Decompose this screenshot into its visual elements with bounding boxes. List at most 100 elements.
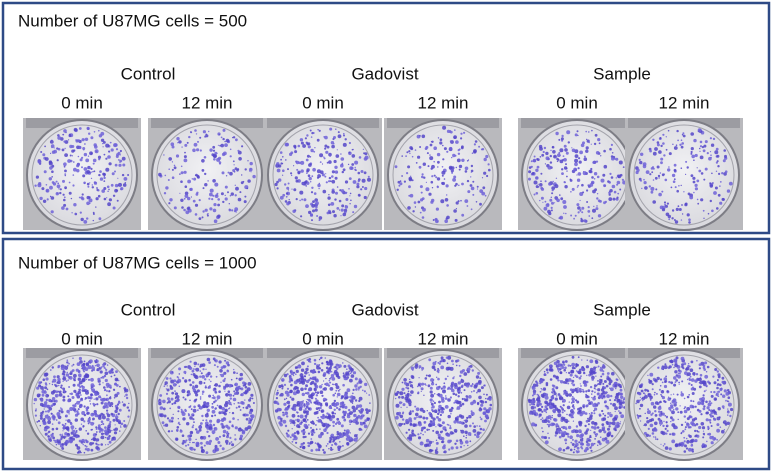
colony — [324, 135, 328, 140]
colony — [540, 418, 542, 421]
colony — [460, 146, 464, 150]
colony — [671, 406, 674, 409]
colony — [94, 439, 96, 441]
colony — [286, 186, 290, 190]
colony — [220, 192, 224, 196]
colony — [361, 186, 364, 188]
colony — [213, 158, 216, 161]
colony — [583, 371, 586, 375]
colony — [659, 424, 662, 427]
colony — [549, 399, 553, 402]
colony — [470, 410, 473, 413]
colony — [306, 406, 309, 409]
colony — [71, 365, 73, 367]
colony — [212, 357, 216, 361]
colony — [700, 198, 704, 202]
colony — [439, 430, 443, 434]
colony — [457, 149, 460, 152]
colony — [316, 442, 320, 446]
colony — [245, 389, 248, 393]
plate — [151, 119, 263, 231]
colony — [68, 362, 70, 365]
colony — [433, 409, 438, 414]
colony — [59, 188, 62, 191]
colony — [326, 412, 329, 415]
colony — [433, 146, 438, 150]
colony — [567, 382, 570, 385]
colony — [699, 150, 701, 152]
colony — [292, 421, 296, 425]
colony — [609, 402, 613, 405]
colony — [197, 409, 199, 412]
colony — [60, 386, 62, 389]
colony — [362, 389, 364, 392]
colony — [176, 428, 179, 432]
colony — [577, 407, 581, 411]
colony — [453, 428, 458, 433]
colony — [99, 370, 103, 374]
colony — [447, 388, 450, 390]
colony — [718, 172, 721, 175]
colony — [358, 399, 361, 403]
colony — [307, 432, 311, 435]
colony — [429, 386, 433, 390]
colony — [55, 395, 57, 398]
plate-rim — [272, 354, 374, 456]
colony — [276, 187, 279, 190]
colony — [563, 368, 566, 372]
colony — [567, 435, 570, 438]
colony — [335, 128, 337, 130]
colony — [681, 142, 684, 145]
colony — [459, 370, 464, 374]
colony — [335, 385, 340, 390]
colony — [613, 399, 617, 402]
colony — [358, 404, 363, 408]
colony — [216, 365, 219, 368]
colony — [302, 144, 306, 148]
colony — [563, 431, 567, 434]
colony — [111, 172, 115, 176]
colony — [430, 200, 434, 204]
colony — [601, 426, 606, 430]
colony — [292, 374, 295, 377]
colony — [455, 166, 457, 169]
colony — [171, 420, 174, 423]
colony — [556, 198, 560, 203]
colony — [436, 416, 439, 419]
colony — [608, 382, 612, 386]
colony — [280, 162, 283, 165]
colony — [65, 373, 70, 377]
colony — [660, 443, 662, 445]
colony — [306, 172, 308, 174]
colony — [722, 421, 725, 424]
colony — [330, 374, 335, 378]
colony — [196, 148, 200, 152]
colony — [431, 382, 435, 386]
colony — [189, 405, 192, 407]
colony — [311, 175, 314, 178]
colony — [348, 151, 351, 154]
colony — [436, 185, 439, 188]
colony — [349, 423, 351, 425]
colony — [218, 435, 222, 438]
colony — [38, 381, 42, 385]
colony — [658, 192, 662, 197]
colony — [246, 187, 249, 190]
colony — [232, 160, 235, 163]
colony — [685, 437, 688, 440]
colony — [317, 370, 321, 374]
colony — [321, 394, 324, 397]
colony — [534, 424, 537, 426]
colony — [570, 412, 574, 417]
colony — [606, 372, 610, 375]
colony — [66, 371, 68, 374]
colony — [115, 406, 119, 410]
colony — [85, 430, 87, 432]
colony — [209, 419, 213, 423]
colony — [594, 407, 598, 411]
colony — [110, 183, 114, 187]
colony — [127, 174, 130, 176]
colony — [186, 422, 190, 426]
colony — [57, 136, 62, 140]
colony — [476, 391, 478, 394]
